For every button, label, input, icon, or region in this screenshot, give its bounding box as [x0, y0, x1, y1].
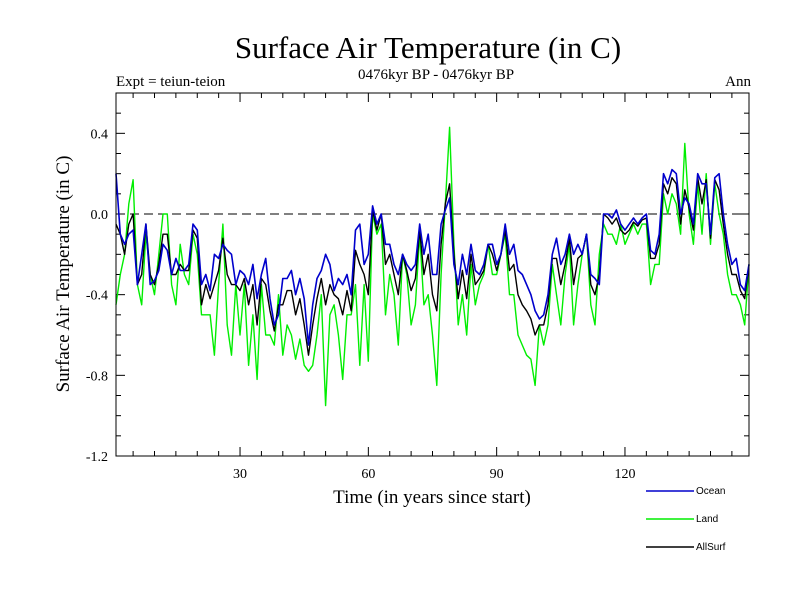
series-line-ocean — [115, 168, 750, 346]
season-label: Ann — [725, 74, 751, 90]
legend-label-land: Land — [696, 514, 718, 525]
plot-frame — [115, 92, 750, 457]
legend-label-allsurf: AllSurf — [696, 542, 726, 553]
x-tick-label: 90 — [490, 467, 504, 482]
plot-area: -1.2 -0.8 -0.4 0.0 0.4 30 60 90 120 — [86, 92, 750, 482]
x-tick-label: 30 — [233, 467, 247, 482]
chart-subtitle: 0476kyr BP - 0476kyr BP — [358, 67, 514, 83]
chart-title: Surface Air Temperature (in C) — [235, 30, 621, 65]
legend-label-ocean: Ocean — [696, 486, 725, 497]
expt-label: Expt = teiun-teion — [116, 74, 226, 90]
legend: Ocean Land AllSurf — [646, 486, 726, 553]
series-line-land — [115, 126, 750, 407]
y-axis-label: Surface Air Temperature (in C) — [53, 156, 74, 393]
y-tick-label: -1.2 — [86, 450, 108, 465]
x-tick-label: 120 — [614, 467, 635, 482]
y-tick-label: -0.8 — [86, 369, 108, 384]
y-tick-label: 0.4 — [91, 127, 109, 142]
y-tick-label: -0.4 — [86, 289, 108, 304]
y-tick-label: 0.0 — [91, 208, 109, 223]
x-axis-label: Time (in years since start) — [333, 487, 531, 508]
x-tick-label: 60 — [361, 467, 375, 482]
